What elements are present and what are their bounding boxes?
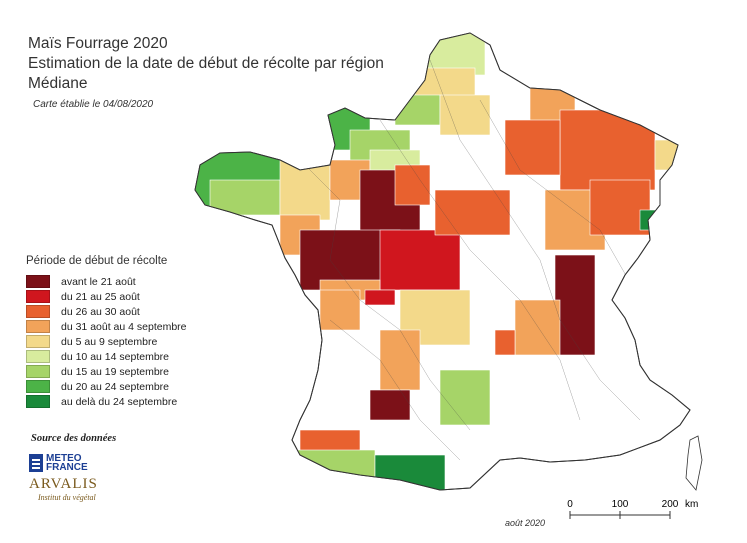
- legend-item: du 20 au 24 septembre: [26, 379, 187, 394]
- map-date-note: Carte établie le 04/08/2020: [33, 99, 154, 110]
- legend-swatch: [26, 395, 50, 408]
- legend-item: avant le 21 août: [26, 274, 187, 289]
- legend-item: du 31 août au 4 septembre: [26, 319, 187, 334]
- title-line-2: Estimation de la date de début de récolt…: [28, 55, 384, 72]
- legend-label: du 5 au 9 septembre: [61, 335, 158, 348]
- legend: Période de début de récolte avant le 21 …: [26, 255, 187, 409]
- legend-label: du 31 août au 4 septembre: [61, 320, 187, 333]
- meteo-france-line2: FRANCE: [46, 462, 88, 473]
- arvalis-logo: ARVALIS Institut du végétal: [29, 476, 98, 502]
- legend-label: du 10 au 14 septembre: [61, 350, 169, 363]
- legend-label: du 26 au 30 août: [61, 305, 140, 318]
- scale-tick-200: 200: [662, 499, 679, 510]
- source-label: Source des données: [31, 433, 117, 444]
- legend-item: du 26 au 30 août: [26, 304, 187, 319]
- scale-tick-0: 0: [567, 499, 573, 510]
- legend-swatch: [26, 305, 50, 318]
- title-line-3: Médiane: [28, 75, 88, 92]
- legend-label: du 20 au 24 septembre: [61, 380, 169, 393]
- scale-unit: km: [685, 499, 698, 510]
- legend-swatch: [26, 275, 50, 288]
- corsica: [685, 435, 703, 491]
- meteo-france-icon: [29, 454, 43, 472]
- legend-label: du 15 au 19 septembre: [61, 365, 169, 378]
- legend-label: avant le 21 août: [61, 275, 136, 288]
- legend-title: Période de début de récolte: [26, 255, 168, 267]
- scale-tick-100: 100: [612, 499, 629, 510]
- scale-bar: 0 100 200 km: [567, 499, 698, 519]
- arvalis-subtitle: Institut du végétal: [38, 493, 96, 502]
- legend-swatch: [26, 320, 50, 333]
- meteo-france-logo: METEO FRANCE: [29, 453, 88, 473]
- legend-label: du 21 au 25 août: [61, 290, 140, 303]
- legend-swatch: [26, 290, 50, 303]
- legend-swatch: [26, 335, 50, 348]
- legend-swatch: [26, 350, 50, 363]
- legend-item: du 5 au 9 septembre: [26, 334, 187, 349]
- legend-item: du 15 au 19 septembre: [26, 364, 187, 379]
- legend-swatch: [26, 365, 50, 378]
- footer-date: août 2020: [505, 518, 546, 528]
- legend-item: du 21 au 25 août: [26, 289, 187, 304]
- legend-label: au delà du 24 septembre: [61, 395, 178, 408]
- legend-item: du 10 au 14 septembre: [26, 349, 187, 364]
- meteo-france-line1: METEO: [46, 453, 82, 464]
- map-title: Maïs Fourrage 2020 Estimation de la date…: [28, 34, 384, 94]
- legend-item: au delà du 24 septembre: [26, 394, 187, 409]
- title-line-1: Maïs Fourrage 2020: [28, 35, 168, 52]
- arvalis-name: ARVALIS: [29, 476, 98, 492]
- legend-swatch: [26, 380, 50, 393]
